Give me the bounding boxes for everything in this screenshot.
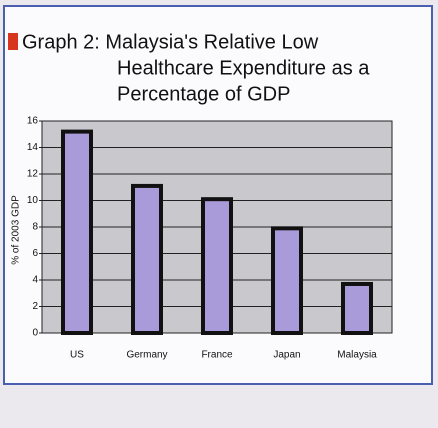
bar [341,281,373,336]
y-tick-label: 12 [27,169,39,180]
x-tick-label: Malaysia [337,350,377,361]
x-tick-label: Japan [273,350,300,361]
chart-title: Graph 2: Malaysia's Relative Low [22,31,319,53]
y-tick-label: 6 [32,248,38,259]
bar [61,129,93,335]
y-tick-label: 14 [27,142,39,153]
bar [271,226,303,335]
x-tick-label: France [201,350,233,361]
y-tick-label: 8 [32,222,38,233]
chart-title: Healthcare Expenditure as a [117,57,370,79]
y-tick-label: 16 [27,116,39,127]
y-tick-label: 2 [32,301,38,312]
chart-title: Percentage of GDP [117,83,290,105]
y-axis-label: % of 2003 GDP [11,195,22,265]
y-tick-label: 0 [32,328,38,339]
x-tick-label: US [70,350,84,361]
x-tick-label: Germany [126,350,167,361]
y-tick-label: 10 [27,195,39,206]
bar [131,183,163,335]
bar [201,197,233,335]
y-tick-label: 4 [32,275,38,286]
title-marker [8,33,18,50]
